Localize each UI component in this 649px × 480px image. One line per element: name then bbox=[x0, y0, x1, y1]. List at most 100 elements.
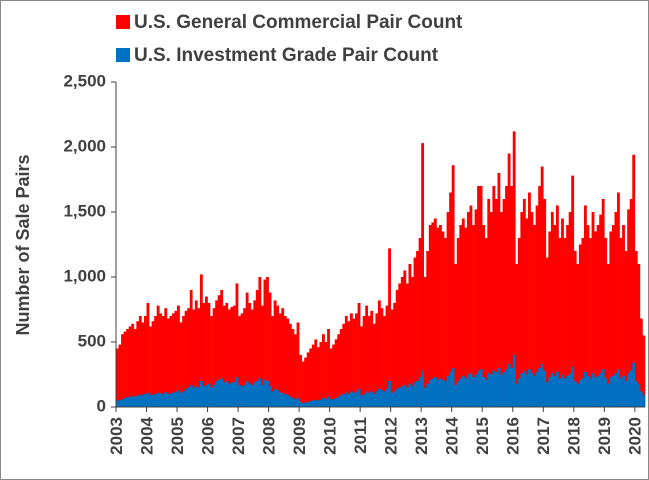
bar bbox=[253, 382, 257, 407]
x-tick-label: 2017 bbox=[534, 417, 553, 455]
bar bbox=[538, 368, 542, 407]
legend-swatch bbox=[116, 48, 130, 62]
bar bbox=[393, 303, 397, 407]
y-tick-label: 1,000 bbox=[63, 266, 106, 285]
bar bbox=[634, 381, 638, 407]
bar bbox=[268, 292, 272, 407]
bar bbox=[614, 373, 618, 407]
bar bbox=[553, 375, 557, 407]
bar bbox=[324, 342, 328, 407]
bar bbox=[304, 402, 308, 407]
bar bbox=[116, 400, 119, 407]
bar bbox=[197, 387, 201, 407]
bar bbox=[156, 305, 160, 407]
bar bbox=[283, 394, 287, 407]
bar bbox=[199, 274, 203, 407]
bar bbox=[558, 378, 562, 407]
bar bbox=[136, 321, 140, 407]
bar bbox=[169, 316, 173, 407]
bar bbox=[248, 383, 252, 407]
bar bbox=[360, 395, 363, 407]
x-tick-label: 2013 bbox=[412, 417, 431, 455]
bar bbox=[347, 394, 351, 407]
bar bbox=[489, 212, 493, 407]
bar bbox=[149, 395, 152, 407]
bar bbox=[629, 199, 633, 407]
bar bbox=[466, 212, 470, 407]
bar bbox=[573, 381, 577, 407]
bar bbox=[627, 209, 631, 407]
bar bbox=[118, 344, 122, 407]
bar bbox=[502, 371, 506, 407]
bar bbox=[555, 205, 559, 407]
bar bbox=[273, 300, 277, 407]
bar bbox=[466, 374, 470, 407]
bar bbox=[639, 391, 643, 407]
bar bbox=[171, 392, 175, 407]
bar bbox=[591, 373, 595, 407]
bar bbox=[171, 313, 175, 407]
x-tick-label: 2012 bbox=[381, 417, 400, 455]
bar bbox=[545, 382, 549, 407]
bar bbox=[143, 394, 147, 407]
bar bbox=[288, 323, 292, 407]
bar bbox=[563, 238, 567, 407]
bar bbox=[258, 277, 262, 407]
bar bbox=[339, 395, 343, 407]
bar bbox=[314, 399, 318, 407]
y-tick-label: 2,500 bbox=[63, 71, 106, 90]
bar bbox=[550, 373, 554, 407]
bar bbox=[408, 264, 412, 407]
bar bbox=[459, 225, 463, 407]
bar bbox=[530, 212, 534, 407]
bar bbox=[365, 391, 369, 407]
bar bbox=[576, 264, 580, 407]
bar bbox=[436, 379, 440, 407]
bar bbox=[454, 384, 458, 407]
bar bbox=[352, 392, 356, 407]
bar bbox=[451, 368, 455, 407]
bar bbox=[319, 342, 323, 407]
bar bbox=[426, 383, 430, 407]
bar bbox=[149, 326, 152, 407]
bar bbox=[553, 225, 557, 407]
bar bbox=[306, 401, 310, 407]
bar bbox=[243, 384, 247, 407]
bar bbox=[624, 381, 628, 407]
x-tick-label: 2009 bbox=[290, 417, 309, 455]
bar bbox=[484, 238, 488, 407]
bar bbox=[192, 309, 196, 407]
bar bbox=[288, 396, 292, 407]
bar bbox=[286, 318, 290, 407]
bar bbox=[299, 401, 302, 407]
bar bbox=[489, 374, 493, 407]
x-tick-label: 2007 bbox=[229, 417, 248, 455]
bar bbox=[347, 321, 351, 407]
bar bbox=[212, 384, 216, 407]
bar bbox=[202, 303, 206, 407]
bar bbox=[507, 364, 511, 407]
bar bbox=[538, 186, 542, 407]
bar bbox=[548, 377, 552, 407]
bar bbox=[502, 199, 506, 407]
bar bbox=[283, 316, 287, 407]
bar bbox=[388, 248, 391, 407]
bar bbox=[301, 361, 305, 407]
bar bbox=[159, 393, 163, 407]
bar bbox=[431, 378, 435, 407]
bar bbox=[377, 388, 381, 407]
bar bbox=[238, 316, 241, 407]
bar bbox=[118, 399, 122, 407]
bar bbox=[278, 392, 282, 407]
bar bbox=[474, 374, 478, 407]
bar bbox=[482, 377, 486, 407]
bar bbox=[126, 397, 130, 407]
y-tick-label: 500 bbox=[78, 331, 106, 350]
bar bbox=[309, 401, 313, 407]
bar bbox=[436, 227, 440, 407]
bar bbox=[189, 384, 193, 407]
bar bbox=[500, 212, 503, 407]
bar bbox=[505, 186, 508, 407]
bar bbox=[205, 296, 208, 407]
bar bbox=[182, 316, 185, 407]
